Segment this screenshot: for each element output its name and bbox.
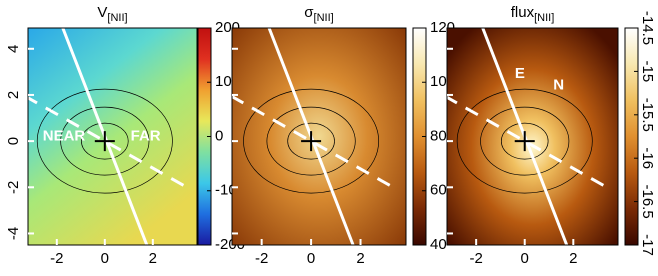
x-tick-label: 2: [569, 250, 577, 267]
y-tick-label: -2: [5, 181, 22, 194]
annotation: E: [515, 65, 525, 82]
contour: [266, 106, 356, 176]
contour: [480, 106, 570, 176]
y-tick-label: 4: [5, 45, 22, 53]
x-tick-label: 0: [521, 250, 529, 267]
plot-frame: [446, 27, 619, 246]
colorbar-tick-label: -15: [639, 61, 656, 83]
map-image: [447, 28, 618, 245]
colorbar-tick-label: 60: [430, 182, 447, 199]
title-main: V: [97, 4, 107, 21]
map-image: [28, 28, 197, 245]
x-tick-label: 2: [356, 250, 364, 267]
title-sub: [NII]: [534, 12, 554, 24]
y-tick-label: 2: [5, 91, 22, 99]
colorbar-tick-label: -16: [639, 147, 656, 169]
axis-line: [443, 94, 606, 188]
center-cross: [94, 131, 115, 152]
x-tick-label: -2: [255, 250, 268, 267]
contour: [60, 106, 150, 176]
colorbar-tick-label: -15.5: [639, 98, 656, 132]
x-tick-label: 0: [307, 250, 315, 267]
center-cross: [301, 131, 322, 152]
colorbar-tick-label: 0: [215, 127, 223, 144]
plot-frame: [27, 27, 198, 246]
x-tick-label: -2: [469, 250, 482, 267]
contour: [36, 88, 173, 194]
map-image: [232, 28, 406, 245]
y-tick-label: -4: [5, 227, 22, 240]
contour: [243, 88, 380, 194]
panel-title: flux[NII]: [511, 4, 555, 24]
colorbar-tick-label: -16.5: [639, 184, 656, 218]
panel-title: V[NII]: [97, 4, 127, 24]
colorbar-tick-label: 40: [430, 236, 447, 253]
center-cross: [514, 131, 535, 152]
colorbar-tick-label: -17: [639, 234, 656, 256]
colorbar: [624, 27, 639, 246]
axis-line: [24, 94, 186, 188]
contour: [456, 88, 593, 194]
title-main: σ: [304, 4, 314, 21]
axis-line: [230, 94, 392, 188]
x-tick-label: 2: [149, 250, 157, 267]
annotation: N: [553, 77, 564, 94]
y-tick-label: 0: [5, 137, 22, 145]
x-tick-label: 0: [101, 250, 109, 267]
contour: [500, 122, 549, 160]
contour: [287, 122, 335, 160]
annotation: FAR: [131, 127, 161, 144]
x-tick-label: -2: [50, 250, 63, 267]
title-sub: [NII]: [314, 12, 334, 24]
colorbar-tick-label: -14.5: [639, 11, 656, 45]
panel-title: σ[NII]: [304, 4, 333, 24]
title-main: flux: [511, 4, 535, 21]
plot-frame: [231, 27, 407, 246]
annotation: NEAR: [43, 127, 86, 144]
title-sub: [NII]: [107, 12, 127, 24]
contour: [81, 122, 129, 160]
colorbar-tick-label: 80: [430, 127, 447, 144]
